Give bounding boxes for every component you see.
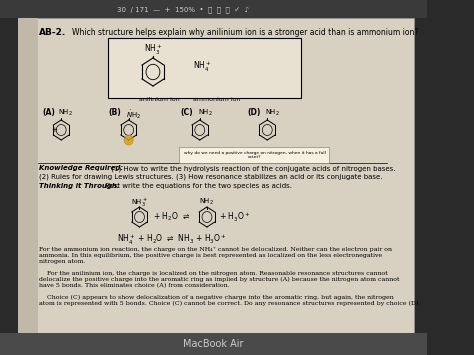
FancyBboxPatch shape	[18, 18, 414, 333]
Text: (1) How to write the hydrolysis reaction of the conjugate acids of nitrogen base: (1) How to write the hydrolysis reaction…	[109, 165, 395, 171]
Text: Knowledge Required:: Knowledge Required:	[39, 165, 123, 171]
Text: For the anilinium ion, the charge is localized on the nitrogen atom. Reasonable : For the anilinium ion, the charge is loc…	[39, 271, 399, 288]
Text: For the ammonium ion reaction, the charge on the NH₄⁺ cannot be delocalized. Nei: For the ammonium ion reaction, the charg…	[39, 247, 392, 264]
Circle shape	[124, 135, 133, 145]
Text: Choice (C) appears to show delocalization of a negative charge into the aromatic: Choice (C) appears to show delocalizatio…	[39, 295, 420, 306]
Text: (2) Rules for drawing Lewis structures. (3) How resonance stabilizes an acid or : (2) Rules for drawing Lewis structures. …	[39, 173, 382, 180]
FancyBboxPatch shape	[179, 147, 329, 163]
Text: NH$_2$: NH$_2$	[265, 108, 281, 118]
Text: why do we need a positive charge on nitrogen, when it has a full
octet?: why do we need a positive charge on nitr…	[184, 151, 326, 159]
Text: NH$_2$: NH$_2$	[200, 197, 214, 207]
Text: (C): (C)	[180, 108, 192, 117]
FancyBboxPatch shape	[0, 333, 427, 355]
Text: First write the equations for the two species as acids.: First write the equations for the two sp…	[103, 183, 292, 189]
Text: + H$_3$O$^+$: + H$_3$O$^+$	[219, 211, 250, 224]
Text: NH$_4^+$: NH$_4^+$	[193, 60, 211, 74]
Text: AB-2.: AB-2.	[39, 28, 66, 37]
Text: 30  / 171  —  +  150%  •  ⬛  ⬛  🔵  ✓  ♪: 30 / 171 — + 150% • ⬛ ⬛ 🔵 ✓ ♪	[117, 7, 249, 13]
Text: NH$_4^+$ + H$_2$O  ⇌  NH$_3$ + H$_3$O$^+$: NH$_4^+$ + H$_2$O ⇌ NH$_3$ + H$_3$O$^+$	[117, 233, 227, 247]
Text: +: +	[51, 127, 57, 133]
Text: (B): (B)	[108, 108, 121, 117]
Text: MacBook Air: MacBook Air	[183, 339, 244, 349]
Text: NH$_3^+$: NH$_3^+$	[144, 43, 162, 57]
Text: + H$_2$O  ⇌: + H$_2$O ⇌	[153, 211, 190, 223]
FancyBboxPatch shape	[0, 0, 427, 18]
FancyBboxPatch shape	[18, 18, 38, 333]
Text: Thinking it Through:: Thinking it Through:	[39, 183, 119, 189]
Text: $\dot{N}$H$_2$: $\dot{N}$H$_2$	[126, 108, 141, 121]
FancyBboxPatch shape	[108, 38, 301, 98]
Text: NH$_2$: NH$_2$	[198, 108, 213, 118]
Text: anilinium ion: anilinium ion	[139, 97, 180, 102]
Text: ammonium ion: ammonium ion	[193, 97, 241, 102]
Text: (D): (D)	[247, 108, 261, 117]
Text: NH$_2$: NH$_2$	[58, 108, 73, 118]
Text: Which structure helps explain why anilinium ion is a stronger acid than is ammon: Which structure helps explain why anilin…	[72, 28, 419, 37]
Text: (A): (A)	[42, 108, 55, 117]
Text: NH$_3^+$: NH$_3^+$	[131, 197, 148, 209]
